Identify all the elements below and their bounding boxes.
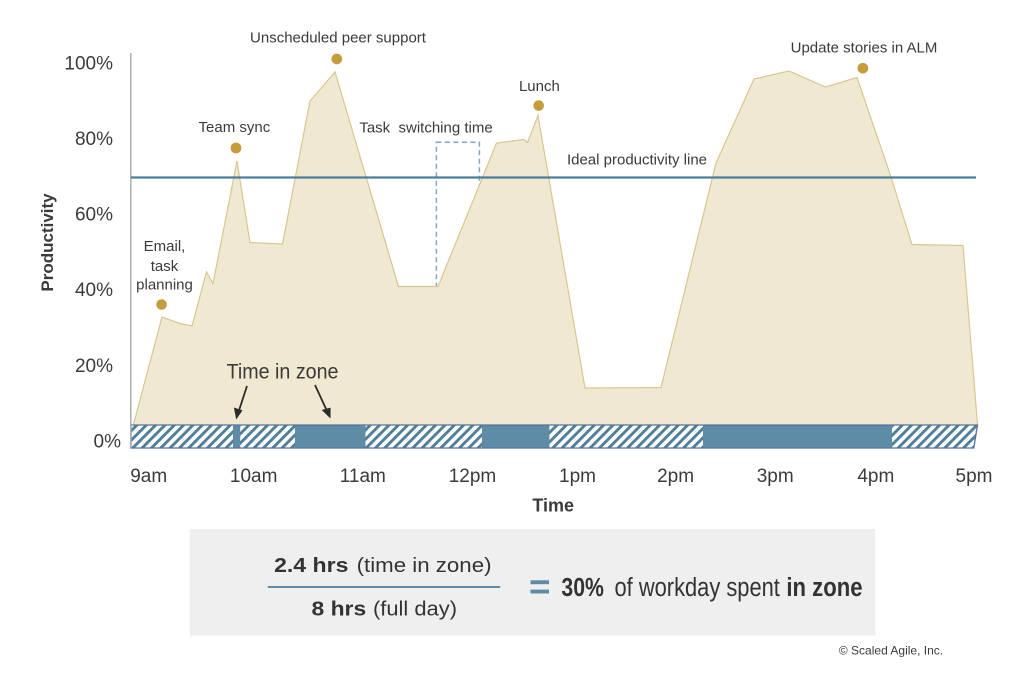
svg-text:planning: planning [136, 277, 193, 294]
svg-text:Update stories in ALM: Update stories in ALM [791, 40, 938, 57]
svg-text:Time: Time [532, 496, 574, 516]
svg-text:Ideal productivity line: Ideal productivity line [567, 152, 707, 169]
svg-text:8 hrs: 8 hrs [312, 598, 367, 620]
svg-text:11am: 11am [340, 466, 386, 487]
svg-text:0%: 0% [94, 432, 122, 453]
svg-text:5pm: 5pm [956, 466, 993, 487]
svg-text:of workday spent: of workday spent [615, 574, 780, 602]
svg-text:task: task [151, 258, 179, 275]
svg-text:4pm: 4pm [857, 466, 894, 487]
svg-text:2.4 hrs: 2.4 hrs [274, 555, 348, 577]
svg-text:100%: 100% [64, 53, 113, 74]
svg-text:9am: 9am [130, 466, 167, 487]
svg-text:20%: 20% [75, 356, 113, 377]
svg-text:(time in zone): (time in zone) [357, 555, 492, 577]
svg-text:(full day): (full day) [373, 598, 457, 620]
svg-text:Productivity: Productivity [38, 193, 57, 292]
svg-text:60%: 60% [75, 205, 113, 226]
svg-text:10am: 10am [230, 466, 278, 487]
svg-text:1pm: 1pm [559, 466, 596, 487]
svg-text:40%: 40% [75, 280, 113, 301]
svg-text:in zone: in zone [786, 574, 862, 602]
svg-text:Unscheduled peer support: Unscheduled peer support [250, 30, 427, 47]
svg-text:Team sync: Team sync [199, 119, 271, 136]
svg-text:Lunch: Lunch [519, 78, 560, 95]
svg-text:2pm: 2pm [657, 466, 694, 487]
svg-text:Time in zone: Time in zone [227, 361, 339, 384]
svg-text:Email,: Email, [144, 238, 186, 255]
svg-text:© Scaled Agile, Inc.: © Scaled Agile, Inc. [839, 644, 943, 658]
svg-text:80%: 80% [75, 129, 113, 150]
svg-text:12pm: 12pm [449, 466, 497, 487]
svg-text:3pm: 3pm [757, 466, 794, 487]
svg-text:Task switching time: Task switching time [359, 119, 492, 136]
svg-text:30%: 30% [561, 574, 604, 602]
